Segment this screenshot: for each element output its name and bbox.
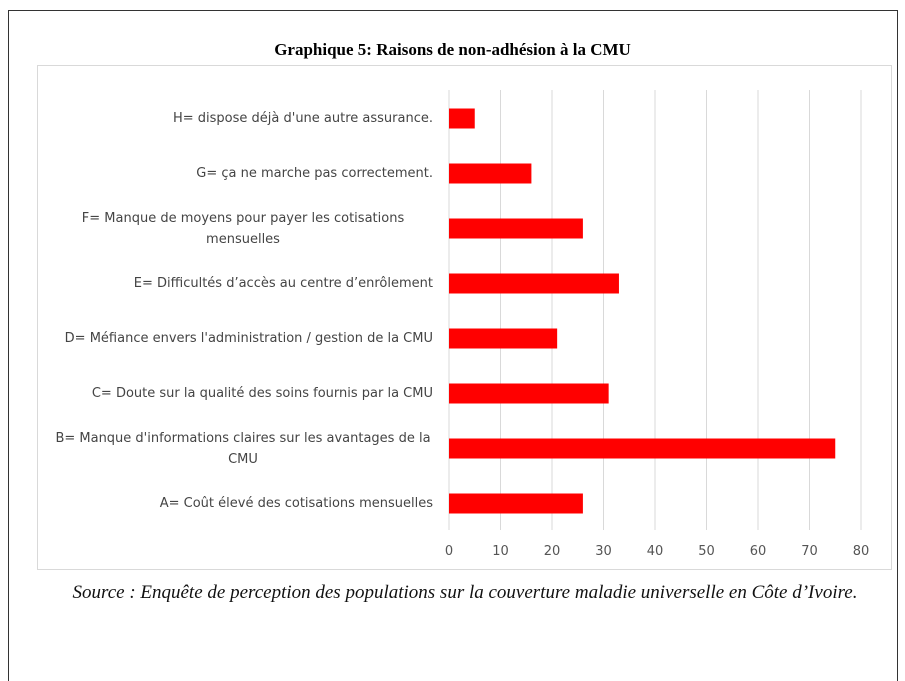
category-label: A= Coût élevé des cotisations mensuelles bbox=[159, 496, 433, 511]
category-label-box: G= ça ne marche pas correctement. bbox=[40, 154, 433, 194]
bar bbox=[449, 273, 619, 294]
category-label-box: F= Manque de moyens pour payer les cotis… bbox=[40, 209, 433, 249]
bar bbox=[449, 383, 609, 404]
category-label: F= Manque de moyens pour payer les cotis… bbox=[81, 210, 405, 247]
x-tick-label: 50 bbox=[698, 544, 715, 559]
x-tick-label: 20 bbox=[544, 544, 561, 559]
frame bbox=[8, 10, 898, 681]
bar bbox=[449, 438, 836, 459]
x-tick-label: 0 bbox=[445, 544, 453, 559]
category-label: H= dispose déjà d'une autre assurance. bbox=[172, 111, 433, 126]
x-tick-label: 70 bbox=[801, 544, 818, 559]
x-tick-label: 40 bbox=[647, 544, 664, 559]
category-label-box: C= Doute sur la qualité des soins fourni… bbox=[40, 374, 433, 414]
chart-title: Graphique 5: Raisons de non-adhésion à l… bbox=[274, 40, 631, 59]
x-tick-label: 10 bbox=[492, 544, 509, 559]
category-label: D= Méfiance envers l'administration / ge… bbox=[64, 331, 433, 346]
category-label: E= Difficultés d’accès au centre d’enrôl… bbox=[133, 276, 433, 291]
category-label: C= Doute sur la qualité des soins fourni… bbox=[91, 386, 433, 401]
category-label: B= Manque d'informations claires sur les… bbox=[55, 430, 431, 467]
bar bbox=[449, 218, 583, 239]
category-label-box: H= dispose déjà d'une autre assurance. bbox=[40, 99, 433, 139]
category-label-box: E= Difficultés d’accès au centre d’enrôl… bbox=[40, 264, 433, 304]
bar bbox=[449, 328, 558, 349]
category-label-box: D= Méfiance envers l'administration / ge… bbox=[40, 319, 433, 359]
bar bbox=[449, 163, 532, 184]
x-tick-label: 60 bbox=[750, 544, 767, 559]
chart-area bbox=[37, 65, 892, 570]
x-tick-label: 30 bbox=[595, 544, 612, 559]
x-tick-label: 80 bbox=[853, 544, 870, 559]
category-label: G= ça ne marche pas correctement. bbox=[196, 166, 433, 181]
category-label-box: B= Manque d'informations claires sur les… bbox=[40, 429, 433, 469]
category-label-box: A= Coût élevé des cotisations mensuelles bbox=[40, 484, 433, 524]
source: Source : Enquête de perception des popul… bbox=[72, 582, 858, 603]
bar bbox=[449, 493, 583, 514]
bar bbox=[449, 108, 475, 129]
